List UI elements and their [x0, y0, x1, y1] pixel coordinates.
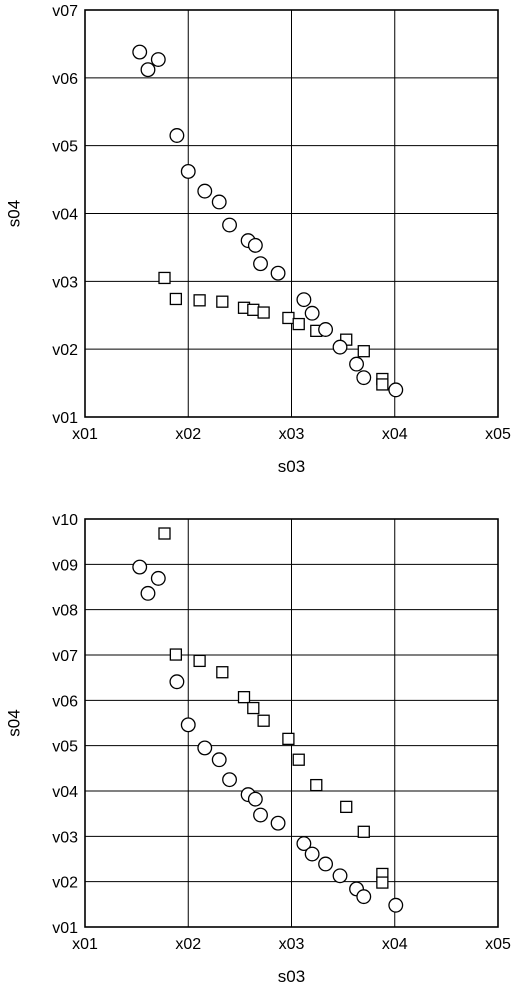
- chart-1-square-point: [357, 345, 370, 358]
- chart-2-square-point: [169, 648, 183, 661]
- chart-1-circle-point: [247, 237, 263, 253]
- chart-2-square-point: [376, 876, 389, 889]
- chart-2-square-point: [292, 753, 305, 766]
- chart-2-circle-point: [356, 889, 372, 905]
- chart-1-circle-point: [222, 217, 238, 233]
- chart-1-y-tick-label: v07: [52, 3, 78, 20]
- chart-2-y-axis-label: s04: [5, 709, 24, 736]
- chart-2-square-point: [340, 800, 353, 814]
- chart-2-circle-point: [197, 740, 213, 756]
- chart-1-y-axis-label: s04: [5, 200, 24, 227]
- chart-1-y-tick-label: v01: [52, 410, 78, 427]
- chart-1-square-point: [169, 292, 183, 306]
- chart-2-circle-point: [211, 752, 227, 768]
- chart-1-square-point: [216, 295, 229, 308]
- chart-1-x-tick-label: x04: [382, 426, 408, 443]
- chart-2-y-tick-label: v01: [52, 920, 78, 937]
- chart-2-y-tick-label: v03: [52, 829, 78, 846]
- chart-1-circle-point: [304, 305, 320, 321]
- chart-2-x-tick-label: x04: [382, 936, 408, 953]
- chart-1-circle-point: [332, 339, 348, 355]
- chart-2-x-tick-label: x03: [279, 936, 305, 953]
- chart-1-y-tick-label: v05: [52, 139, 78, 156]
- chart-2-square-point: [282, 732, 295, 746]
- chart-2-x-tick-label: x02: [175, 936, 201, 953]
- chart-2-circle-point: [318, 856, 334, 872]
- chart-2-circle-point: [180, 717, 196, 733]
- chart-2-square-point: [310, 778, 323, 792]
- chart-1-circle-point: [349, 356, 364, 372]
- chart-1-circle-point: [180, 163, 196, 179]
- chart-1-circle-point: [270, 265, 286, 281]
- chart-2-circle-point: [304, 846, 320, 862]
- chart-2-y-tick-label: v04: [52, 784, 78, 801]
- chart-1-y-tick-label: v06: [52, 71, 78, 88]
- chart-1-square-point: [158, 271, 171, 285]
- chart-2-y-tick-label: v09: [52, 557, 78, 574]
- chart-2-circle-point: [169, 674, 185, 690]
- chart-2-circle-point: [222, 772, 238, 788]
- chart-2-circle-point: [253, 807, 268, 823]
- chart-1-circle-point: [132, 44, 148, 60]
- chart-1-square-point: [282, 311, 295, 325]
- chart-1-circle-point: [318, 322, 334, 337]
- chart-1-circle-point: [211, 194, 227, 210]
- chart-2-circle-point: [132, 559, 148, 575]
- chart-1-x-tick-label: x01: [72, 426, 98, 443]
- chart-1-y-tick-label: v04: [52, 207, 78, 224]
- chart-1-plot-frame: [84, 9, 499, 418]
- chart-1-x-tick-label: x05: [485, 426, 511, 443]
- chart-2-square-point: [193, 654, 206, 668]
- chart-2-square-point: [237, 691, 251, 704]
- chart-1-square-point: [257, 306, 270, 319]
- chart-2-y-tick-label: v02: [52, 875, 78, 892]
- chart-2-x-tick-label: x05: [485, 936, 511, 953]
- chart-2-y-tick-label: v05: [52, 739, 78, 756]
- chart-1-circle-point: [253, 256, 268, 272]
- chart-2-square-point: [257, 714, 270, 727]
- chart-2-square-point: [247, 701, 260, 715]
- chart-1-y-tick-label: v03: [52, 274, 78, 291]
- chart-1-circle-point: [140, 62, 156, 78]
- chart-2-square-point: [216, 666, 229, 679]
- chart-2-square-point: [158, 527, 171, 540]
- chart-2-circle-point: [140, 585, 156, 601]
- chart-2-circle-point: [332, 868, 348, 884]
- chart-2-plot-frame: [84, 518, 499, 928]
- chart-2-circle-point: [150, 570, 166, 586]
- chart-1-circle-point: [388, 382, 404, 398]
- chart-1-circle-point: [150, 52, 166, 67]
- chart-2-y-tick-label: v08: [52, 603, 78, 620]
- chart-1-x-tick-label: x03: [279, 426, 305, 443]
- chart-1-square-point: [247, 303, 260, 316]
- chart-1-square-point: [376, 378, 389, 391]
- chart-2-circle-point: [270, 815, 286, 831]
- chart-2-y-tick-label: v06: [52, 693, 78, 710]
- chart-1-x-tick-label: x02: [175, 426, 201, 443]
- chart-1-square-point: [292, 317, 305, 331]
- chart-1-circle-point: [296, 292, 312, 308]
- chart-2-x-tick-label: x01: [72, 936, 98, 953]
- chart-2-circle-point: [247, 791, 263, 807]
- chart-1-y-tick-label: v02: [52, 342, 78, 359]
- chart-2-square-point: [357, 825, 370, 838]
- chart-1-circle-point: [197, 183, 213, 199]
- chart-2-y-tick-label: v07: [52, 648, 78, 665]
- chart-2-circle-point: [388, 897, 404, 913]
- chart-1-square-point: [193, 294, 206, 307]
- chart-1-circle-point: [356, 370, 372, 386]
- chart-1-x-axis-label: s03: [278, 457, 305, 476]
- chart-1-circle-point: [169, 128, 185, 143]
- chart-2-y-tick-label: v10: [52, 512, 78, 529]
- chart-2-x-axis-label: s03: [278, 967, 305, 986]
- chart-2-circle-point: [296, 836, 312, 852]
